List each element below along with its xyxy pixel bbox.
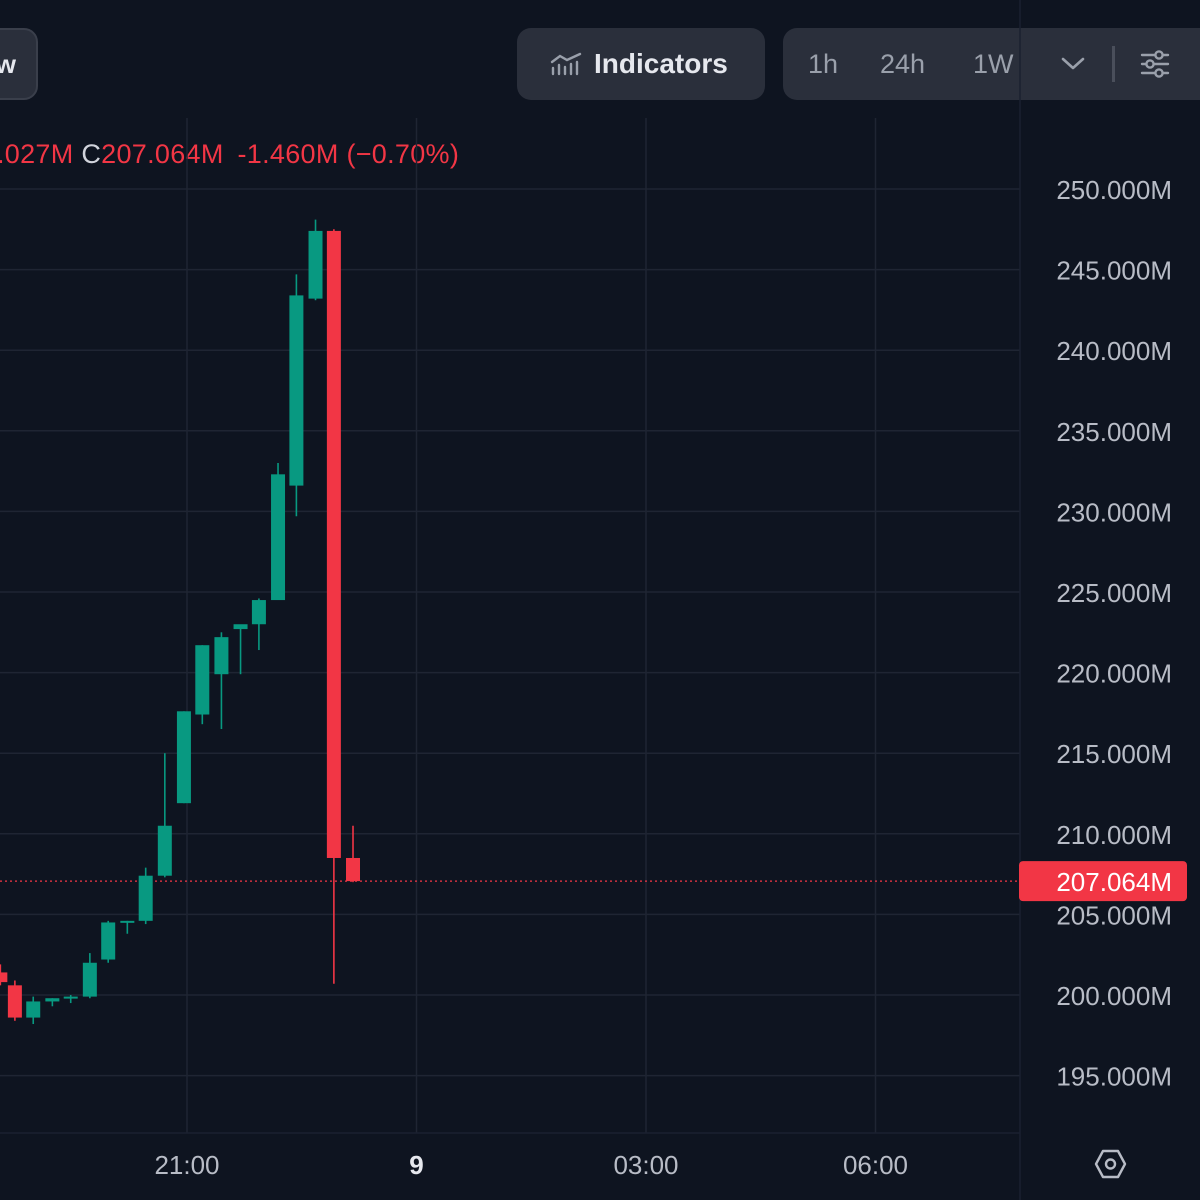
candle-body — [176, 711, 191, 804]
time-tick-label: 06:00 — [843, 1150, 908, 1180]
candle-body — [326, 230, 341, 858]
price-tick-label: 195.000M — [1056, 1062, 1172, 1092]
last-price-badge — [1019, 861, 1187, 902]
candle-up — [26, 996, 41, 1025]
price-tick-label: 240.000M — [1056, 336, 1172, 366]
time-tick-label: 9 — [409, 1150, 423, 1180]
time-tick-label: 03:00 — [613, 1150, 678, 1180]
candle-down — [7, 980, 22, 1021]
candle-down — [0, 964, 8, 986]
price-tick-label: 200.000M — [1056, 981, 1172, 1011]
indicators-icon — [550, 52, 582, 76]
candle-up — [271, 463, 286, 601]
candle-body — [157, 825, 172, 876]
previous-button-label: w — [0, 48, 16, 79]
candle-down — [326, 229, 341, 984]
price-tick-label: 250.000M — [1056, 175, 1172, 205]
settings-hex-icon[interactable] — [1094, 1149, 1127, 1179]
price-tick-label: 230.000M — [1056, 497, 1172, 527]
candle-up — [138, 867, 153, 925]
candle-body — [138, 875, 153, 921]
price-tick-label: 225.000M — [1056, 578, 1172, 608]
candle-up — [82, 953, 97, 999]
time-tick-label: 21:00 — [154, 1150, 219, 1180]
candle-body — [214, 637, 229, 675]
chevron-down-icon[interactable] — [1060, 56, 1086, 72]
candle-body — [82, 962, 97, 997]
price-tick-label: 215.000M — [1056, 739, 1172, 769]
candle-body — [63, 996, 78, 999]
timeframe-24h[interactable]: 24h — [880, 49, 926, 79]
candle-up — [251, 598, 266, 651]
timeframe-1w[interactable]: 1W — [973, 49, 1014, 79]
ohlc-legend: .027M C207.064M -1.460M (−0.70%) — [0, 139, 459, 170]
candle-body — [195, 645, 210, 715]
legend-partial-value: .027M — [0, 139, 74, 169]
legend-close-value: 207.064M — [101, 139, 224, 169]
timeframe-selector: 1h 24h 1W — [783, 28, 1200, 100]
chart-grid — [0, 0, 1021, 1200]
candle-up — [120, 920, 135, 934]
time-axis: 21:00 9 03:00 06:00 — [154, 1150, 908, 1180]
timeframe-1h[interactable]: 1h — [808, 49, 839, 79]
candle-up — [214, 632, 229, 730]
price-axis: 195.000M 200.000M 205.000M 210.000M 215.000M… — [1019, 175, 1187, 1092]
candle-up — [101, 920, 116, 963]
candle-up — [308, 219, 323, 301]
candle-body — [271, 474, 286, 601]
candle-up — [63, 995, 78, 1004]
candles — [0, 219, 361, 1025]
candle-body — [0, 972, 8, 983]
price-tick-label: 210.000M — [1056, 820, 1172, 850]
legend-close-label: C — [81, 139, 102, 169]
legend-change-pct: (−0.70%) — [346, 139, 460, 169]
candle-up — [195, 645, 210, 725]
legend-change: -1.460M — [237, 139, 339, 169]
candle-up — [289, 274, 304, 517]
candle-body — [120, 920, 135, 923]
candle-body — [346, 857, 361, 882]
candle-body — [233, 624, 248, 630]
candle-up — [45, 998, 60, 1007]
previous-button[interactable]: w — [0, 28, 38, 100]
price-tick-label: 205.000M — [1056, 900, 1172, 930]
candle-up — [233, 624, 248, 675]
candle-down — [346, 825, 361, 883]
last-price-label: 207.064M — [1056, 867, 1172, 897]
candle-body — [251, 600, 266, 625]
settings-sliders-icon[interactable] — [1140, 50, 1170, 78]
price-tick-label: 245.000M — [1056, 256, 1172, 286]
candle-body — [26, 1001, 41, 1018]
candle-up — [157, 753, 172, 878]
indicators-button[interactable]: Indicators — [517, 28, 765, 100]
candle-up — [176, 711, 191, 804]
price-tick-label: 220.000M — [1056, 659, 1172, 689]
candle-body — [308, 230, 323, 299]
price-tick-label: 235.000M — [1056, 417, 1172, 447]
candle-body — [101, 922, 116, 960]
candle-body — [289, 295, 304, 486]
candle-body — [45, 998, 60, 1002]
indicators-label: Indicators — [594, 48, 728, 79]
candle-body — [7, 985, 22, 1018]
toolbar-divider — [1112, 46, 1115, 82]
